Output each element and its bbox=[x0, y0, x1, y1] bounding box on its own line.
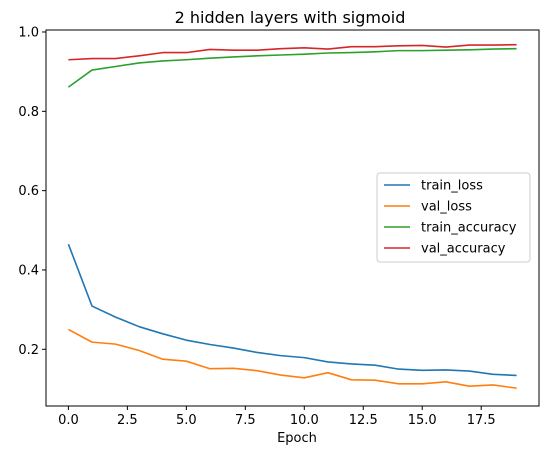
series-line-train-accuracy bbox=[67, 47, 517, 88]
y-tick-label: 0.6 bbox=[18, 184, 39, 199]
legend-box bbox=[376, 172, 531, 263]
x-tick-label: 0.0 bbox=[58, 413, 79, 428]
y-tick-label: 0.2 bbox=[18, 343, 39, 358]
y-axis-ticks: 0.2 0.4 0.6 0.8 1.0 bbox=[18, 25, 46, 358]
x-axis-ticks: 0.0 2.5 5.0 7.5 10.0 12.5 15.0 17.5 bbox=[58, 406, 496, 428]
x-tick-label: 15.0 bbox=[408, 413, 437, 428]
x-tick-label: 7.5 bbox=[235, 413, 256, 428]
legend-label: val_accuracy bbox=[421, 242, 506, 257]
y-tick-label: 0.8 bbox=[18, 105, 39, 120]
legend: train_loss val_loss train_accuracy val_accu… bbox=[376, 172, 531, 263]
x-tick-label: 5.0 bbox=[176, 413, 197, 428]
y-tick-label: 0.4 bbox=[18, 263, 39, 278]
y-tick-label: 1.0 bbox=[18, 25, 39, 40]
plot-area bbox=[67, 43, 517, 389]
legend-label: train_accuracy bbox=[421, 221, 517, 236]
legend-label: train_loss bbox=[421, 179, 483, 194]
series-line-val-accuracy bbox=[68, 43, 517, 61]
legend-label: val_loss bbox=[421, 200, 472, 215]
x-tick-label: 12.5 bbox=[349, 413, 378, 428]
series-line-train-loss bbox=[67, 243, 517, 377]
x-tick-label: 10.0 bbox=[290, 413, 319, 428]
x-tick-label: 17.5 bbox=[467, 413, 496, 428]
x-axis-label: Epoch bbox=[277, 431, 317, 446]
x-tick-label: 2.5 bbox=[117, 413, 138, 428]
chart-title: 2 hidden layers with sigmoid bbox=[175, 8, 406, 27]
axes-frame bbox=[45, 29, 540, 407]
series-line-val-loss bbox=[68, 328, 517, 389]
